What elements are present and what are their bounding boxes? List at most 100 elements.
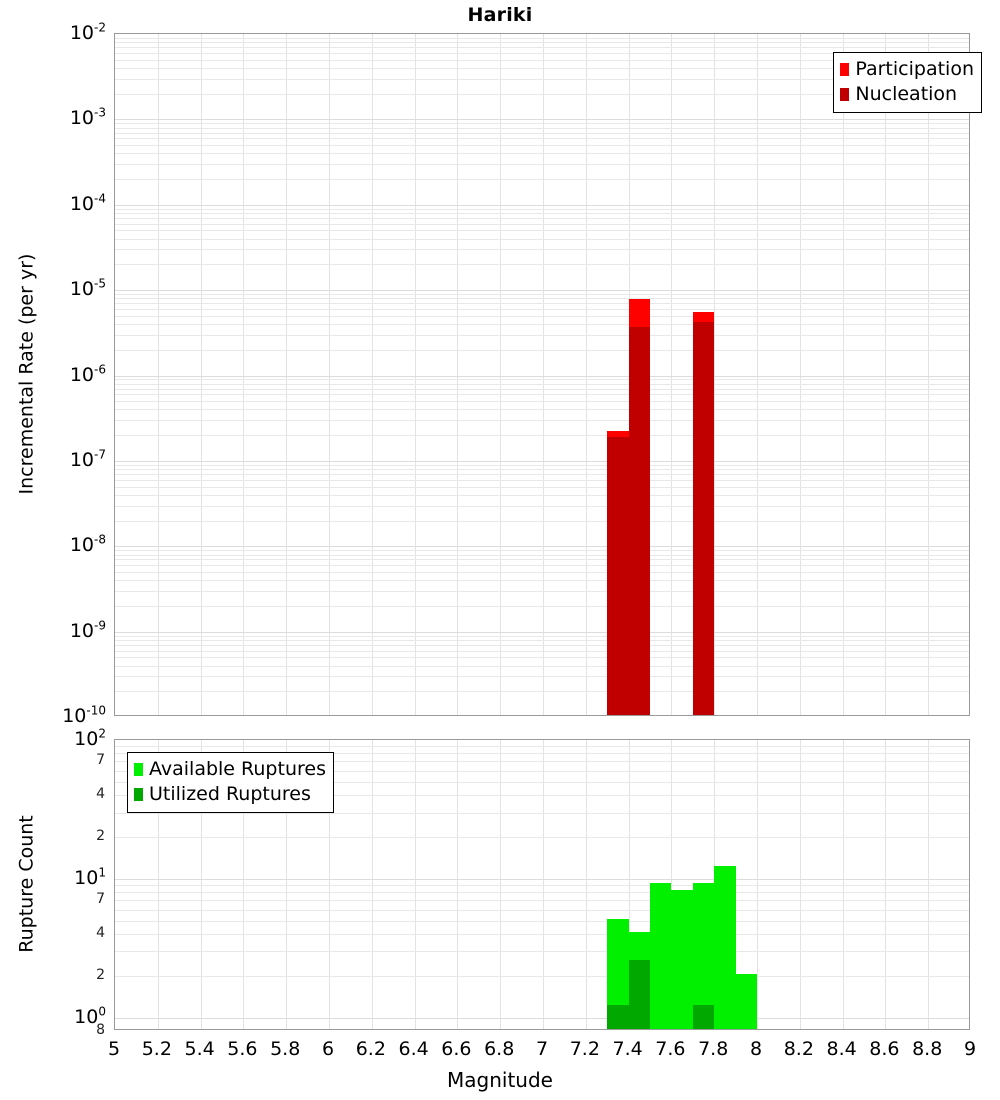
gridline-vertical — [500, 34, 502, 715]
count-bar — [607, 740, 629, 1029]
gridline-minor — [115, 650, 969, 652]
gridline-minor — [115, 770, 969, 772]
grid-bottom — [115, 740, 969, 1029]
gridline-minor — [115, 67, 969, 69]
gridline-minor — [115, 264, 969, 266]
legend-item-available-ruptures: Available Ruptures — [134, 757, 326, 782]
gridline-minor — [115, 52, 969, 54]
gridline-major — [115, 375, 969, 377]
y-tick-label: 100 — [74, 1004, 106, 1028]
gridline-vertical — [200, 34, 202, 715]
gridline-minor — [115, 554, 969, 556]
gridline-vertical — [500, 740, 502, 1029]
bars-bottom — [115, 740, 969, 1029]
gridline-minor — [115, 78, 969, 80]
gridline-minor — [115, 164, 969, 166]
gridline-minor — [115, 208, 969, 210]
gridline-vertical — [371, 740, 373, 1029]
y-tick-label-minor: 2 — [96, 966, 105, 983]
y-tick-label: 10-9 — [69, 618, 106, 642]
x-tick-label: 7.2 — [569, 1038, 600, 1060]
count-bar — [650, 740, 672, 1029]
gridline-vertical — [286, 740, 288, 1029]
gridline-minor — [115, 565, 969, 567]
gridline-minor — [115, 639, 969, 641]
chart-title: Hariki — [467, 4, 533, 26]
x-tick-label: 6 — [321, 1038, 335, 1060]
x-tick-label: 5.2 — [141, 1038, 172, 1060]
x-tick-label: 8.2 — [783, 1038, 814, 1060]
y-tick-label: 10-7 — [69, 447, 106, 471]
rate-bar — [628, 34, 650, 715]
y-tick-label: 101 — [74, 865, 106, 889]
gridline-vertical — [200, 740, 202, 1029]
gridline-vertical — [799, 740, 801, 1029]
y-tick-label-minor: 7 — [96, 891, 105, 908]
gridline-minor — [115, 394, 969, 396]
gridline-major — [115, 460, 969, 462]
gridline-minor — [115, 153, 969, 155]
legend-item-participation: Participation — [840, 57, 974, 82]
gridline-minor — [115, 761, 969, 763]
legend-item-utilized-ruptures: Utilized Ruptures — [134, 782, 326, 807]
incremental-rate-plot — [114, 33, 970, 716]
gridline-minor — [115, 230, 969, 232]
gridline-vertical — [757, 740, 758, 1029]
gridline-vertical — [628, 740, 630, 1029]
gridline-vertical — [757, 34, 758, 715]
gridline-minor — [115, 505, 969, 507]
gridline-minor — [115, 132, 969, 134]
gridline-minor — [115, 571, 969, 573]
gridline-minor — [115, 559, 969, 561]
x-tick-label: 7 — [535, 1038, 549, 1060]
gridline-vertical — [543, 34, 544, 715]
gridline-minor — [115, 550, 969, 552]
x-tick-label: 8.4 — [826, 1038, 857, 1060]
legend-top: Participation Nucleation — [833, 52, 982, 113]
gridline-minor — [115, 920, 969, 922]
gridline-vertical — [671, 34, 673, 715]
y-axis-label-bottom: Rupture Count — [15, 814, 37, 953]
gridline-minor — [115, 223, 969, 225]
rupture-count-plot — [114, 739, 970, 1030]
y-tick-label: 10-3 — [69, 106, 106, 130]
gridline-minor — [115, 746, 969, 748]
gridline-minor — [115, 665, 969, 667]
gridline-vertical — [243, 740, 245, 1029]
legend-item-nucleation: Nucleation — [840, 82, 974, 107]
gridline-minor — [115, 781, 969, 783]
gridline-minor — [115, 383, 969, 385]
rate-bar-inner — [607, 437, 629, 715]
gridline-minor — [115, 409, 969, 411]
y-tick-label-minor: 2 — [96, 828, 105, 844]
gridline-vertical — [543, 740, 544, 1029]
x-tick-label: 5.8 — [270, 1038, 301, 1060]
count-bar — [671, 740, 693, 1029]
y-tick-label: 102 — [74, 726, 106, 750]
gridline-major — [115, 204, 969, 206]
count-bar — [735, 740, 757, 1029]
gridline-vertical — [457, 740, 459, 1029]
gridline-minor — [115, 249, 969, 251]
y-tick-label-minor: 7 — [96, 752, 105, 769]
gridline-minor — [115, 469, 969, 471]
x-tick-label: 5 — [107, 1038, 121, 1060]
gridline-minor — [115, 401, 969, 403]
count-bar — [628, 740, 650, 1029]
gridline-major — [115, 878, 969, 880]
legend-label: Utilized Ruptures — [149, 783, 311, 805]
gridline-vertical — [243, 34, 245, 715]
legend-label: Participation — [855, 58, 974, 80]
gridline-minor — [115, 644, 969, 646]
y-tick-label-minor: 4 — [96, 786, 105, 803]
gridline-major — [115, 290, 969, 292]
gridline-minor — [115, 951, 969, 953]
y-tick-label: 10-5 — [69, 276, 106, 301]
gridline-minor — [115, 294, 969, 296]
gridline-vertical — [371, 34, 373, 715]
gridline-vertical — [842, 740, 844, 1029]
gridline-minor — [115, 580, 969, 582]
gridline-minor — [115, 900, 969, 902]
rate-bar — [692, 34, 715, 715]
gridline-minor — [115, 795, 969, 797]
